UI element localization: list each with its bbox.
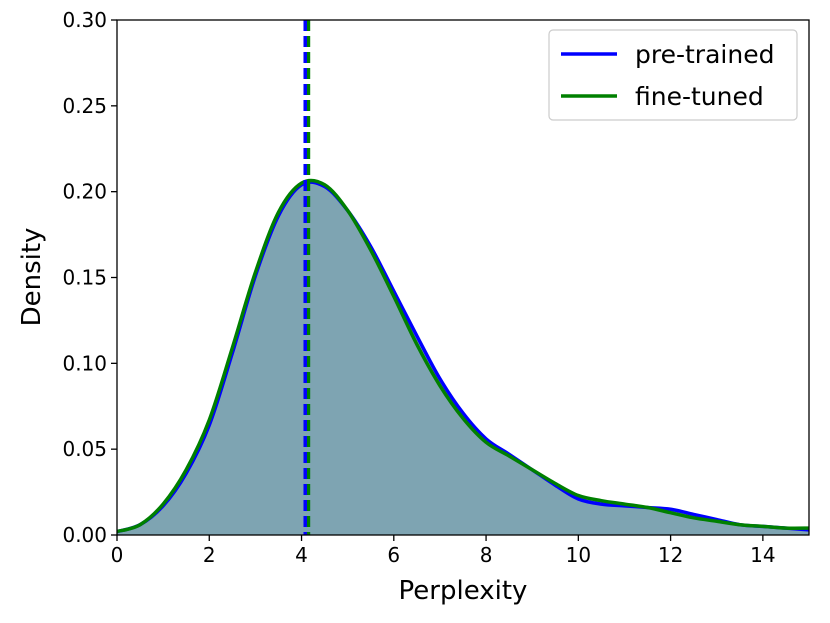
series-line-fine-tuned: [117, 178, 809, 534]
axes: 0 2 4 6 8 10 12 14 0.00 0.05 0.10 0.15 0.20 0.25 0.30: [62, 8, 810, 567]
x-tick-label: 14: [750, 543, 775, 567]
y-tick-label: 0.30: [62, 8, 107, 32]
plot-clipped: [117, 20, 809, 535]
x-tick-label: 0: [111, 543, 124, 567]
x-tick-label: 12: [658, 543, 683, 567]
y-tick-label: 0.10: [62, 351, 107, 375]
x-tick-label: 4: [295, 543, 308, 567]
x-tick-label: 10: [566, 543, 591, 567]
legend-label-fine-tuned: fine-tuned: [635, 82, 764, 111]
density-fill-area: [117, 180, 809, 535]
x-axis-title: Perplexity: [399, 576, 528, 606]
y-tick-label: 0.00: [62, 523, 107, 547]
y-tick-label: 0.05: [62, 437, 107, 461]
x-tick-label: 6: [387, 543, 400, 567]
plot-area: [117, 20, 809, 535]
legend: pre-trained fine-tuned: [548, 29, 798, 121]
y-tick-label: 0.20: [62, 180, 107, 204]
legend-label-pre-trained: pre-trained: [635, 40, 774, 69]
x-tick-label: 8: [480, 543, 493, 567]
y-tick-label: 0.15: [62, 266, 107, 290]
y-axis-title: Density: [17, 228, 47, 327]
y-tick-label: 0.25: [62, 94, 107, 118]
x-tick-label: 2: [203, 543, 216, 567]
